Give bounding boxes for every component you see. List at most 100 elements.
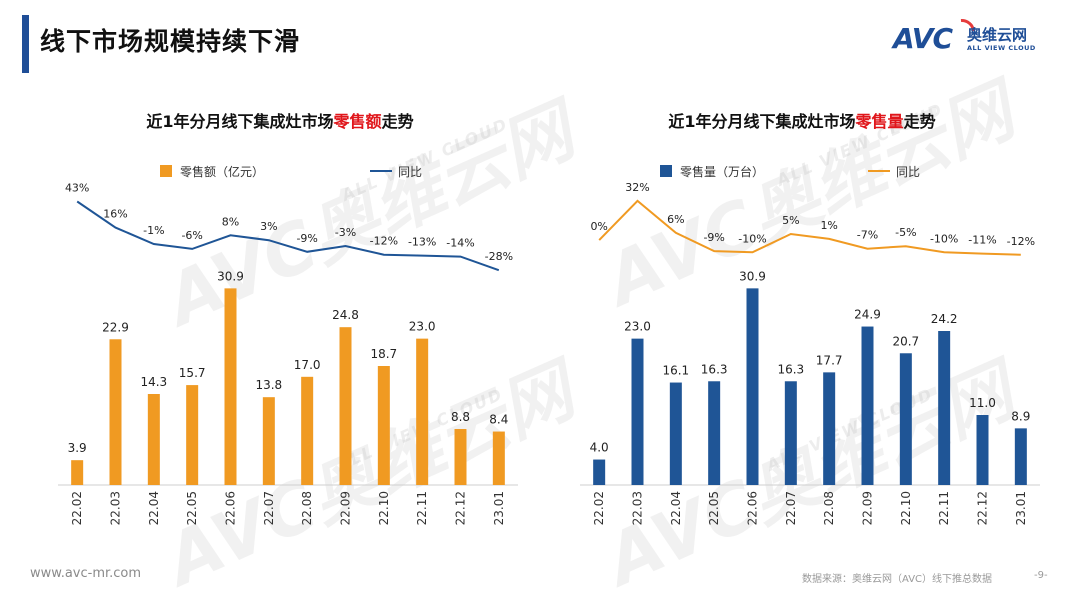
bar-value-label: 30.9 bbox=[217, 269, 244, 283]
bar bbox=[454, 429, 467, 485]
x-tick-label: 22.09 bbox=[339, 491, 353, 525]
bar-value-label: 16.3 bbox=[777, 362, 804, 376]
legend-bar-swatch bbox=[660, 165, 672, 177]
bar bbox=[708, 381, 721, 485]
yoy-label: 16% bbox=[103, 208, 127, 221]
bar-value-label: 17.0 bbox=[294, 358, 321, 372]
retail-sales-value-chart: 近1年分月线下集成灶市场零售额走势 零售额（亿元） 同比 3.9 22.02 22.… bbox=[58, 112, 518, 525]
legend-line-label: 同比 bbox=[398, 165, 422, 179]
bar-value-label: 18.7 bbox=[370, 347, 397, 361]
bar-value-label: 8.9 bbox=[1011, 409, 1030, 423]
bar bbox=[416, 338, 429, 485]
bar-value-label: 24.2 bbox=[931, 312, 958, 326]
x-tick-label: 22.07 bbox=[784, 491, 798, 525]
bar bbox=[861, 326, 874, 485]
yoy-label: -5% bbox=[895, 226, 916, 239]
retail-sales-volume-chart: 近1年分月线下集成灶市场零售量走势 零售量（万台） 同比 4.0 22.02 23.… bbox=[580, 112, 1040, 525]
bar bbox=[1014, 428, 1027, 485]
bar-value-label: 15.7 bbox=[179, 366, 206, 380]
x-tick-label: 22.04 bbox=[669, 491, 683, 525]
bar-value-label: 8.8 bbox=[451, 410, 470, 424]
chart-title-post: 走势 bbox=[903, 112, 936, 131]
x-tick-label: 22.10 bbox=[899, 491, 913, 525]
bar-value-label: 23.0 bbox=[624, 320, 651, 334]
bar bbox=[377, 366, 390, 485]
bar bbox=[631, 338, 644, 485]
yoy-label: 5% bbox=[782, 214, 799, 227]
x-tick-label: 23.01 bbox=[492, 491, 506, 525]
yoy-label: 1% bbox=[820, 219, 837, 232]
bar bbox=[492, 431, 505, 485]
bar-value-label: 11.0 bbox=[969, 396, 996, 410]
bar-value-label: 22.9 bbox=[102, 320, 129, 334]
bar-value-label: 3.9 bbox=[68, 441, 87, 455]
bar bbox=[784, 381, 797, 485]
yoy-label: -1% bbox=[143, 224, 164, 237]
bar bbox=[669, 382, 682, 485]
bar-value-label: 23.0 bbox=[409, 320, 436, 334]
yoy-label: -12% bbox=[370, 235, 398, 248]
legend-bar-label: 零售量（万台） bbox=[680, 164, 764, 179]
yoy-label: -9% bbox=[296, 232, 317, 245]
x-tick-label: 22.12 bbox=[976, 491, 990, 525]
chart-title-highlight: 零售额 bbox=[333, 112, 382, 131]
page-title: 线下市场规模持续下滑 bbox=[40, 27, 301, 56]
x-tick-label: 22.08 bbox=[822, 491, 836, 525]
bar bbox=[823, 372, 836, 485]
bar-value-label: 8.4 bbox=[489, 413, 508, 427]
yoy-label: -28% bbox=[485, 250, 513, 263]
x-tick-label: 22.09 bbox=[861, 491, 875, 525]
bar-value-label: 17.7 bbox=[816, 353, 843, 367]
yoy-label: -12% bbox=[1007, 235, 1035, 248]
logo-mark: AVC bbox=[893, 22, 953, 55]
x-tick-label: 22.05 bbox=[185, 491, 199, 525]
yoy-label: 0% bbox=[590, 220, 607, 233]
bar bbox=[976, 415, 989, 485]
bar bbox=[746, 288, 759, 485]
legend-bar-label: 零售额（亿元） bbox=[180, 164, 264, 179]
chart-title-pre: 近1年分月线下集成灶市场 bbox=[146, 112, 333, 131]
bar-value-label: 30.9 bbox=[739, 269, 766, 283]
footer-website[interactable]: www.avc-mr.com bbox=[30, 566, 142, 581]
x-tick-label: 22.05 bbox=[707, 491, 721, 525]
yoy-label: -9% bbox=[703, 231, 724, 244]
yoy-label: 8% bbox=[222, 215, 239, 228]
page-number: -9- bbox=[1034, 570, 1048, 581]
logo-english-name: ALL VIEW CLOUD bbox=[967, 44, 1036, 52]
yoy-label: 3% bbox=[260, 220, 277, 233]
x-tick-label: 22.02 bbox=[592, 491, 606, 525]
bar bbox=[593, 459, 606, 485]
bar bbox=[262, 397, 275, 485]
x-tick-label: 22.08 bbox=[300, 491, 314, 525]
chart-title: 近1年分月线下集成灶市场零售额走势 bbox=[146, 112, 413, 131]
yoy-label: -10% bbox=[738, 232, 766, 245]
yoy-line bbox=[598, 199, 1021, 256]
bar bbox=[147, 394, 160, 485]
yoy-label: -11% bbox=[968, 234, 996, 247]
bar-value-label: 16.3 bbox=[701, 362, 728, 376]
bar bbox=[339, 327, 352, 485]
legend-line-label: 同比 bbox=[896, 165, 920, 179]
bar-value-label: 16.1 bbox=[662, 364, 689, 378]
chart-title: 近1年分月线下集成灶市场零售量走势 bbox=[668, 112, 935, 131]
yoy-label: -13% bbox=[408, 236, 436, 249]
yoy-label: 32% bbox=[625, 181, 649, 194]
bar-value-label: 24.9 bbox=[854, 308, 881, 322]
chart-title-pre: 近1年分月线下集成灶市场 bbox=[668, 112, 855, 131]
bar bbox=[301, 376, 314, 485]
yoy-label: -10% bbox=[930, 232, 958, 245]
bar bbox=[71, 460, 84, 485]
logo-chinese-name: 奥维云网 bbox=[967, 26, 1028, 44]
x-tick-label: 22.03 bbox=[109, 491, 123, 525]
x-tick-label: 22.07 bbox=[262, 491, 276, 525]
bar-value-label: 13.8 bbox=[255, 378, 282, 392]
x-tick-label: 22.12 bbox=[454, 491, 468, 525]
bar-value-label: 14.3 bbox=[140, 375, 167, 389]
x-tick-label: 22.02 bbox=[70, 491, 84, 525]
x-tick-label: 22.04 bbox=[147, 491, 161, 525]
yoy-label: -3% bbox=[335, 226, 356, 239]
chart-title-highlight: 零售量 bbox=[855, 112, 904, 131]
x-tick-label: 22.10 bbox=[377, 491, 391, 525]
bar-value-label: 24.8 bbox=[332, 308, 359, 322]
yoy-label: -6% bbox=[181, 229, 202, 242]
